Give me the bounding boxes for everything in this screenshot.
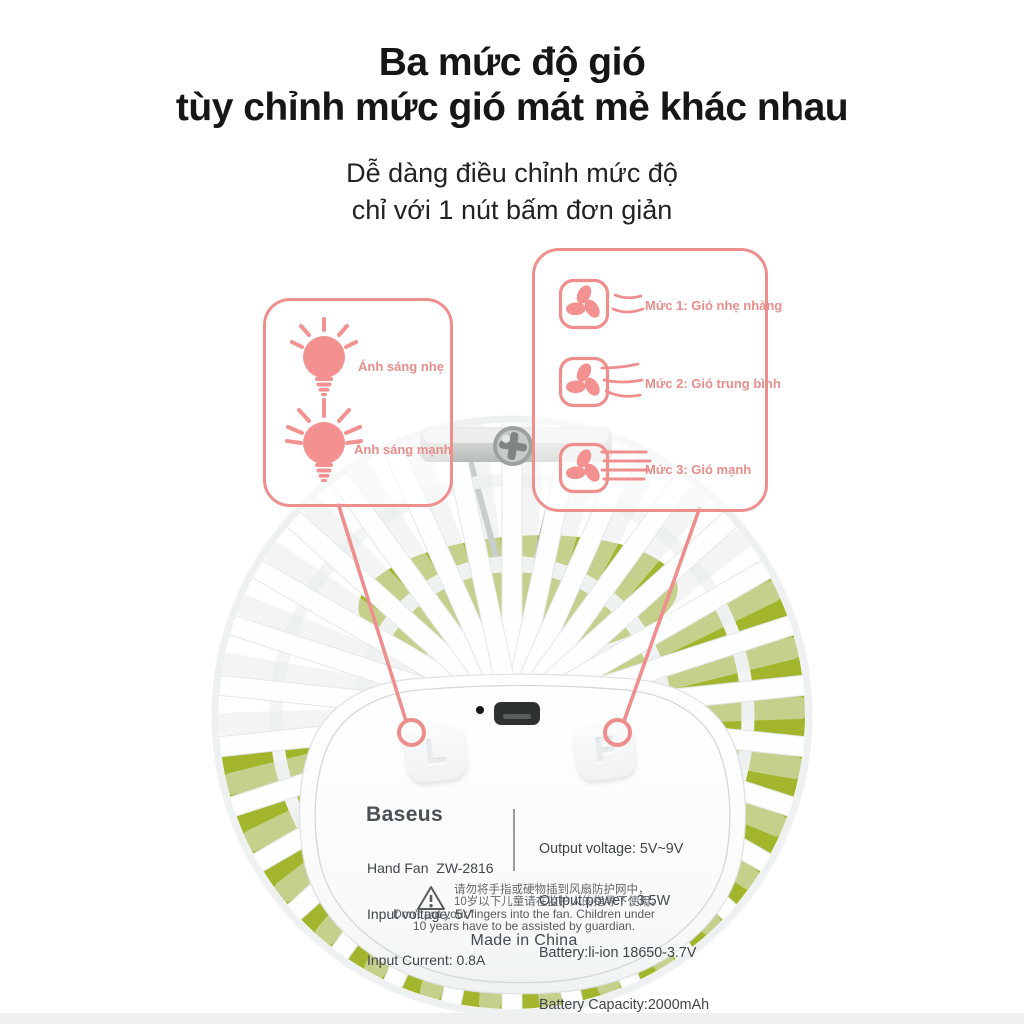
warning-en-line-2: 10 years have to be assisted by guardian… bbox=[412, 919, 636, 934]
usb-port bbox=[494, 702, 540, 725]
light-level-1-label: Ánh sáng nhẹ bbox=[358, 359, 444, 374]
warning-icon bbox=[417, 886, 445, 910]
spec-battery-capacity: Battery Capacity:2000mAh bbox=[539, 997, 710, 1014]
speed-level-2-label: Mức 2: Gió trung bình bbox=[645, 376, 781, 391]
mount-screw bbox=[493, 426, 533, 466]
fan-speed-2-icon bbox=[558, 356, 644, 408]
page-title: Ba mức độ gió tùy chỉnh mức gió mát mẻ k… bbox=[0, 40, 1024, 130]
title-line-1: Ba mức độ gió bbox=[378, 41, 646, 84]
title-line-2: tùy chỉnh mức gió mát mẻ khác nhau bbox=[175, 86, 849, 129]
fan-speed-3-icon bbox=[558, 442, 652, 494]
brand-logo: Baseus bbox=[366, 803, 444, 826]
warning-text-zh: 请勿将手指或硬物插到风扇防护网中， 10岁以下儿童请在监护人的指导下使用。 bbox=[454, 884, 662, 908]
spec-output-power: Output power : 3.5W bbox=[539, 893, 671, 910]
bulb-dim-icon bbox=[290, 317, 358, 396]
warning-zh-line-2: 10岁以下儿童请在监护人的指导下使用。 bbox=[454, 896, 663, 908]
speed-level-1-label: Mức 1: Gió nhẹ nhàng bbox=[645, 298, 783, 313]
plate-print-area: Baseus Hand Fan ZW-2816 Input voltage: 5… bbox=[300, 676, 748, 1013]
spec-right-column: Output voltage: 5V~9V Output power : 3.5… bbox=[539, 806, 709, 1024]
spec-battery: Battery:li-ion 18650-3.7V bbox=[539, 945, 697, 962]
subtitle-line-1: Dễ dàng điều chỉnh mức độ bbox=[346, 158, 678, 188]
speed-levels-callout: Mức 1: Gió nhẹ nhàng Mức 2: Gió trung bì… bbox=[532, 248, 782, 512]
callout-ring-light bbox=[397, 718, 426, 747]
spec-input-voltage: Input voltage: 5V bbox=[367, 906, 473, 923]
warning-zh-line-1: 请勿将手指或硬物插到风扇防护网中， bbox=[454, 884, 650, 896]
floor-edge bbox=[0, 1013, 1024, 1024]
led-indicator bbox=[476, 706, 484, 714]
spec-divider bbox=[513, 809, 515, 871]
spec-output-voltage: Output voltage: 5V~9V bbox=[539, 840, 684, 857]
fan-speed-1-icon bbox=[558, 278, 645, 330]
warning-en-line-1: Don't put your fingers into the fan. Chi… bbox=[393, 907, 655, 921]
bulb-bright-icon bbox=[285, 398, 363, 482]
callout-line-fan bbox=[622, 506, 702, 722]
light-levels-callout: Ánh sáng nhẹ Ánh sáng mạnh bbox=[263, 298, 453, 507]
callout-ring-fan bbox=[603, 718, 632, 747]
speed-level-3-label: Mức 3: Gió mạnh bbox=[645, 462, 752, 477]
spec-model: Hand Fan ZW-2816 bbox=[367, 859, 494, 876]
page-subtitle: Dễ dàng điều chỉnh mức độ chỉ với 1 nút … bbox=[0, 155, 1024, 229]
light-level-2-label: Ánh sáng mạnh bbox=[354, 442, 452, 457]
subtitle-line-2: chỉ với 1 nút bấm đơn giản bbox=[351, 195, 673, 225]
callout-line-light bbox=[336, 502, 408, 722]
spec-input-current: Input Current: 0.8A bbox=[367, 952, 486, 969]
made-in-label: Made in China bbox=[470, 932, 578, 949]
spec-left-column: Hand Fan ZW-2816 Input voltage: 5V Input… bbox=[367, 830, 494, 999]
warning-text-en: Don't put your fingers into the fan. Chi… bbox=[324, 908, 724, 933]
